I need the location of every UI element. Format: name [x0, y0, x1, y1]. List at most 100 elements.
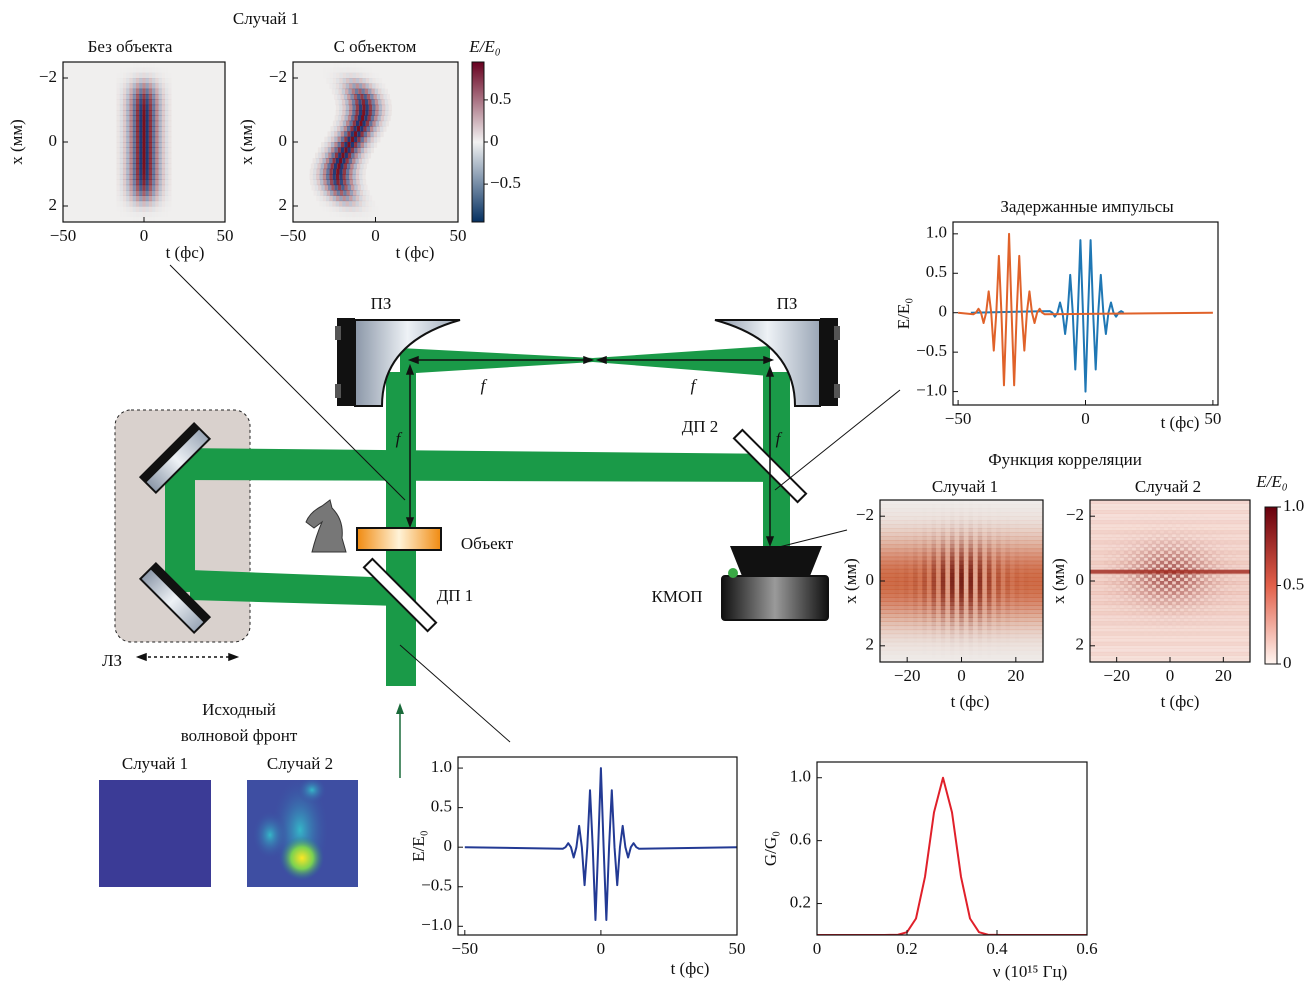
field-pattern [165, 83, 168, 89]
y-axis-label: x (мм) [7, 119, 26, 165]
field-pattern [120, 179, 123, 185]
correlation-pattern [973, 565, 977, 570]
correlation-pattern [955, 532, 959, 537]
plot-area [817, 778, 1087, 935]
correlation-pattern [1132, 625, 1136, 629]
field-pattern [152, 137, 155, 143]
field-pattern [152, 169, 155, 175]
correlation-pattern [1006, 622, 1010, 627]
correlation-pattern [969, 524, 973, 529]
field-pattern [126, 73, 129, 79]
field-pattern [327, 163, 330, 169]
correlation-pattern [996, 500, 1000, 505]
correlation-pattern [950, 626, 954, 631]
field-pattern [120, 174, 123, 180]
correlation-pattern [941, 549, 945, 554]
correlation-pattern [1024, 626, 1028, 631]
field-pattern [310, 174, 313, 180]
correlation-pattern [1164, 625, 1168, 629]
correlation-pattern [1029, 553, 1033, 558]
correlation-pattern [941, 553, 945, 558]
field-pattern [343, 62, 346, 68]
correlation-pattern [973, 528, 977, 533]
field-pattern [142, 126, 145, 132]
field-pattern [352, 201, 355, 207]
field-pattern [339, 211, 342, 217]
field-pattern [349, 211, 352, 217]
field-pattern [120, 99, 123, 105]
correlation-pattern [936, 589, 940, 594]
correlation-pattern [932, 528, 936, 533]
correlation-pattern [945, 512, 949, 517]
field-pattern [343, 174, 346, 180]
correlation-pattern [1024, 545, 1028, 550]
field-pattern [116, 110, 119, 116]
field-pattern [324, 163, 327, 169]
field-pattern [159, 126, 162, 132]
correlation-pattern [1172, 510, 1176, 514]
field-pattern [377, 131, 380, 137]
correlation-pattern [1001, 528, 1005, 533]
correlation-pattern [1015, 536, 1019, 541]
field-pattern [129, 73, 132, 79]
field-pattern [159, 158, 162, 164]
field-pattern [142, 179, 145, 185]
field-pattern [155, 73, 158, 79]
correlation-pattern [918, 605, 922, 610]
correlation-pattern [955, 597, 959, 602]
correlation-pattern [1192, 554, 1196, 558]
field-pattern [362, 195, 365, 201]
field-pattern [362, 174, 365, 180]
correlation-pattern [955, 650, 959, 655]
correlation-pattern [992, 512, 996, 517]
correlation-pattern [978, 549, 982, 554]
field-pattern [366, 83, 369, 89]
diagram-label: f [691, 376, 698, 395]
field-pattern [367, 137, 370, 143]
field-pattern [367, 147, 370, 153]
field-pattern [360, 126, 363, 132]
correlation-pattern [1029, 589, 1033, 594]
field-pattern [365, 206, 368, 212]
correlation-pattern [1200, 581, 1204, 585]
field-pattern [126, 110, 129, 116]
field-pattern [353, 121, 356, 127]
correlation-pattern [955, 642, 959, 647]
correlation-pattern [1184, 615, 1188, 619]
field-pattern [123, 147, 126, 153]
correlation-pattern [1024, 597, 1028, 602]
correlation-pattern [1001, 557, 1005, 562]
correlation-pattern [1168, 541, 1172, 545]
correlation-pattern [1024, 605, 1028, 610]
correlation-pattern [1001, 545, 1005, 550]
correlation-pattern [955, 577, 959, 582]
correlation-pattern [922, 585, 926, 590]
field-pattern [352, 89, 355, 95]
correlation-pattern [1232, 527, 1236, 531]
field-pattern [337, 190, 340, 196]
field-pattern [354, 94, 357, 100]
correlation-pattern [936, 541, 940, 546]
correlation-pattern [945, 638, 949, 643]
correlation-pattern [969, 605, 973, 610]
correlation-pattern [978, 626, 982, 631]
correlation-pattern [1204, 510, 1208, 514]
field-pattern [152, 142, 155, 148]
correlation-pattern [973, 630, 977, 635]
correlation-pattern [941, 597, 945, 602]
correlation-pattern [1144, 514, 1148, 518]
correlation-pattern [1128, 554, 1132, 558]
correlation-pattern [932, 634, 936, 639]
correlation-pattern [1116, 544, 1120, 548]
correlation-pattern [992, 646, 996, 651]
correlation-pattern [1184, 588, 1188, 592]
field-pattern [317, 190, 320, 196]
correlation-pattern [996, 532, 1000, 537]
correlation-pattern [1224, 588, 1228, 592]
field-pattern [385, 99, 388, 105]
correlation-pattern [941, 626, 945, 631]
field-pattern [331, 153, 334, 159]
correlation-pattern [1010, 536, 1014, 541]
correlation-pattern [1216, 608, 1220, 612]
correlation-pattern [982, 520, 986, 525]
